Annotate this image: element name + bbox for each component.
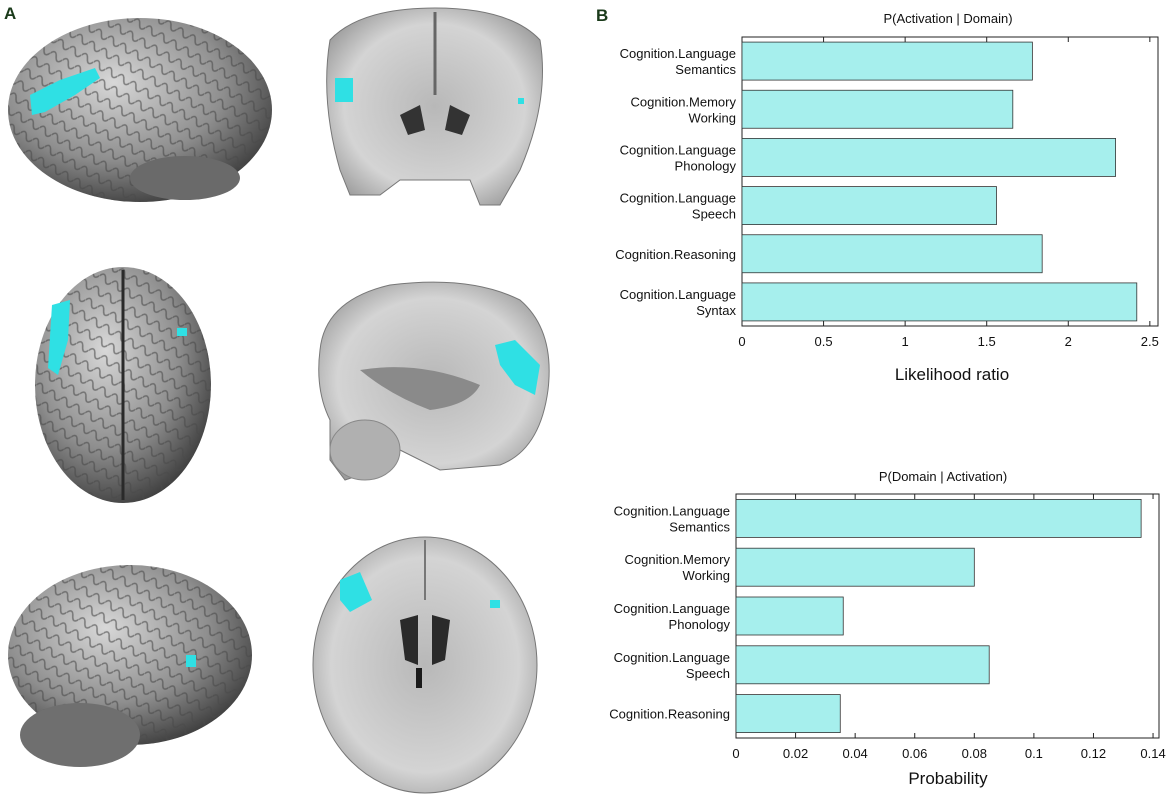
oblique-brain-render	[8, 565, 252, 767]
category-label: Cognition.Language Semantics	[620, 46, 737, 77]
bar	[741, 41, 1033, 81]
chart-domain-given-activation: P(Domain | Activation) Probability Cogni…	[609, 469, 1165, 788]
coronal-slice	[326, 7, 543, 206]
x-tick-label: 0.1	[1025, 746, 1043, 761]
category-label: Cognition.Memory Working	[625, 552, 731, 583]
bar	[741, 234, 1043, 274]
x-tick-label: 0.12	[1081, 746, 1106, 761]
category-label: Cognition.Language Syntax	[620, 287, 737, 318]
activation-cluster	[335, 78, 353, 102]
category-label: Cognition.Reasoning	[615, 247, 736, 262]
bar	[735, 547, 975, 587]
x-axis-label: Probability	[908, 769, 988, 788]
activation-cluster	[186, 655, 196, 667]
panel-label-a: A	[4, 4, 17, 23]
bar	[741, 282, 1138, 322]
category-label: Cognition.Language Phonology	[614, 601, 731, 632]
dorsal-brain-render	[35, 267, 211, 503]
brain-figure-panel	[8, 7, 550, 794]
x-tick-label: 1	[902, 334, 909, 349]
sagittal-slice	[318, 281, 550, 481]
category-label: Cognition.Reasoning	[609, 707, 730, 722]
bar	[741, 138, 1116, 177]
activation-cluster	[48, 300, 70, 375]
chart-title: P(Activation | Domain)	[883, 11, 1012, 26]
x-tick-label: 0.5	[815, 334, 833, 349]
x-tick-label: 0.14	[1140, 746, 1165, 761]
bar	[735, 596, 844, 636]
x-tick-label: 0.04	[842, 746, 867, 761]
panel-label-b: B	[596, 6, 609, 25]
bar	[735, 498, 1142, 538]
axial-slice	[312, 536, 538, 794]
x-axis-label: Likelihood ratio	[895, 365, 1009, 384]
activation-cluster	[30, 68, 100, 115]
category-label: Cognition.Language Phonology	[620, 142, 737, 173]
x-tick-label: 0.08	[962, 746, 987, 761]
bar	[735, 694, 841, 733]
bar	[741, 89, 1014, 129]
plot-frame	[741, 36, 1159, 327]
category-label: Cognition.Language Semantics	[614, 503, 731, 534]
bar	[735, 645, 990, 685]
chart-title: P(Domain | Activation)	[879, 469, 1007, 484]
x-tick-label: 0.02	[783, 746, 808, 761]
chart-activation-given-domain: P(Activation | Domain) Likelihood ratio …	[615, 11, 1159, 384]
lateral-brain-render	[8, 18, 272, 202]
category-label: Cognition.Language Speech	[620, 191, 736, 222]
x-tick-label: 0.06	[902, 746, 927, 761]
category-label: Cognition.Language Speech	[614, 650, 730, 681]
x-tick-label: 1.5	[978, 334, 996, 349]
activation-cluster	[340, 572, 372, 612]
bar	[741, 186, 997, 225]
x-tick-label: 0	[732, 746, 739, 761]
x-tick-label: 2	[1065, 334, 1072, 349]
x-tick-label: 2.5	[1141, 334, 1159, 349]
activation-cluster	[495, 340, 540, 395]
x-tick-label: 0	[738, 334, 745, 349]
category-label: Cognition.Memory Working	[631, 94, 737, 125]
